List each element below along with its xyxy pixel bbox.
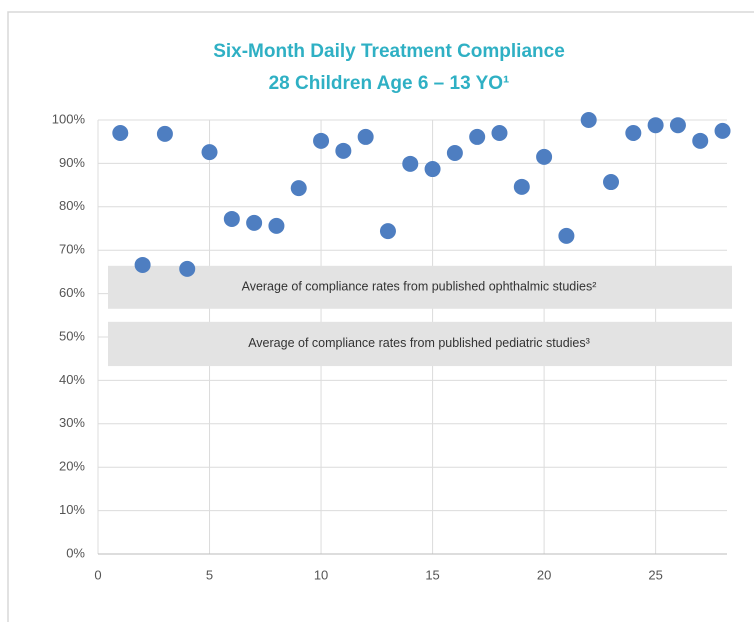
band-label: Average of compliance rates from publish… [242,280,597,294]
reference-band [108,321,732,367]
x-tick-label: 0 [94,567,101,582]
point [647,117,664,134]
point [246,214,263,231]
band-label: Average of compliance rates from publish… [248,336,590,350]
y-tick-label: 70% [59,242,85,257]
point [179,260,196,277]
reference-band [108,265,732,309]
point [201,144,218,161]
y-tick-label: 0% [66,545,85,560]
y-tick-label: 20% [59,459,85,474]
chart-subtitle: 28 Children Age 6 – 13 YO¹ [269,73,510,94]
y-tick-label: 100% [52,111,86,126]
chart-title: Six-Month Daily Treatment Compliance [213,41,565,62]
point [134,256,151,273]
point [313,132,330,149]
y-tick-label: 60% [59,285,85,300]
y-tick-label: 90% [59,155,85,170]
y-tick-label: 40% [59,372,85,387]
point [335,142,352,159]
point [558,227,575,244]
point [402,155,419,172]
point [290,180,307,197]
point [268,217,285,234]
point [669,117,686,134]
card-border [7,11,754,622]
point [424,161,441,178]
point [714,122,731,139]
y-tick-label: 80% [59,198,85,213]
point [513,178,530,195]
x-tick-label: 20 [537,567,551,582]
point [692,132,709,149]
y-tick-label: 30% [59,415,85,430]
point [156,125,173,142]
point [357,128,374,145]
x-tick-label: 25 [648,567,662,582]
point [379,223,396,240]
y-tick-label: 50% [59,328,85,343]
point [536,148,553,165]
point [491,125,508,142]
x-tick-label: 5 [206,567,213,582]
point [469,128,486,145]
point [446,144,463,161]
point [603,174,620,191]
x-tick-label: 15 [425,567,439,582]
y-tick-label: 10% [59,502,85,517]
point [625,125,642,142]
point [580,112,597,128]
x-tick-label: 10 [314,567,328,582]
point [112,125,129,142]
point [223,210,240,227]
